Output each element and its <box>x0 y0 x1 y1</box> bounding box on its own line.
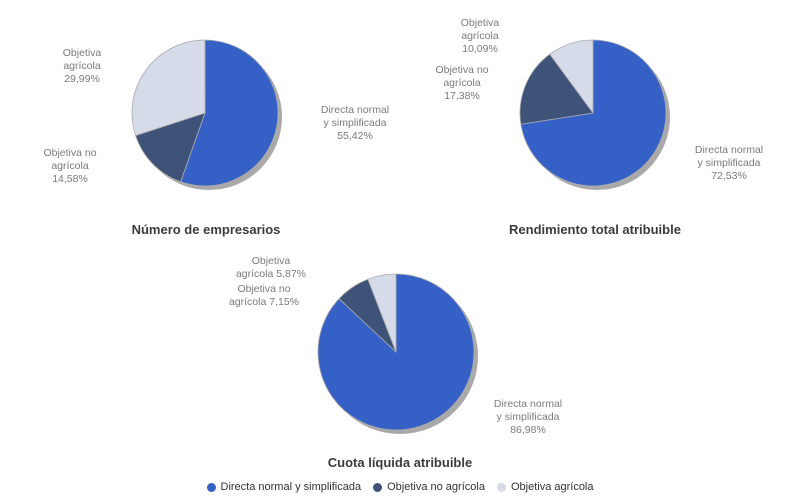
callout-objetiva-agricola-1: Objetiva agrícola 29,99% <box>62 47 102 85</box>
pie-slice-2 <box>131 39 206 136</box>
chart-title-rendimiento-total-atribuible: Rendimiento total atribuible <box>509 222 681 237</box>
pie-chart-rendimiento-total-atribuible <box>519 39 670 190</box>
callout-directa-normal-3: Directa normal y simplificada 86,98% <box>493 398 563 436</box>
callout-directa-normal-2: Directa normal y simplificada 72,53% <box>694 144 764 182</box>
callout-objetiva-no-agricola-1: Objetiva no agrícola 14,58% <box>43 147 97 185</box>
legend: Directa normal y simplificada Objetiva n… <box>0 479 800 495</box>
legend-item-directa-normal: Directa normal y simplificada <box>206 481 362 493</box>
pie-chart-cuota-liquida-atribuible <box>317 273 478 434</box>
pie-slice-2 <box>367 273 397 353</box>
legend-item-objetiva-agricola: Objetiva agrícola <box>496 481 594 493</box>
pie-slice-1 <box>519 53 594 125</box>
legend-label-objetiva-no-agricola: Objetiva no agrícola <box>387 481 485 493</box>
pie-slice-0 <box>180 39 279 187</box>
legend-item-objetiva-no-agricola: Objetiva no agrícola <box>373 481 485 493</box>
callout-objetiva-no-agricola-3: Objetiva no agrícola 7,15% <box>228 283 300 308</box>
legend-swatch-objetiva-agricola-icon <box>496 482 506 492</box>
legend-label-objetiva-agricola: Objetiva agrícola <box>510 481 594 493</box>
chart-title-cuota-liquida-atribuible: Cuota líquida atribuible <box>327 455 473 470</box>
callout-objetiva-agricola-3: Objetiva agrícola 5,87% <box>235 255 307 280</box>
legend-swatch-objetiva-no-agricola-icon <box>373 482 383 492</box>
chart-title-numero-de-empresarios: Número de empresarios <box>131 222 281 237</box>
pie-slice-0 <box>317 273 475 431</box>
pie-slice-2 <box>549 39 594 114</box>
callout-directa-normal-1: Directa normal y simplificada 55,42% <box>320 104 390 142</box>
legend-swatch-directa-normal-icon <box>206 482 216 492</box>
pie-slice-0 <box>520 39 667 187</box>
legend-label-directa-normal: Directa normal y simplificada <box>220 481 362 493</box>
callout-objetiva-agricola-2: Objetiva agrícola 10,09% <box>460 17 500 55</box>
pie-chart-numero-de-empresarios <box>131 39 282 190</box>
callout-objetiva-no-agricola-2: Objetiva no agrícola 17,38% <box>435 64 489 102</box>
